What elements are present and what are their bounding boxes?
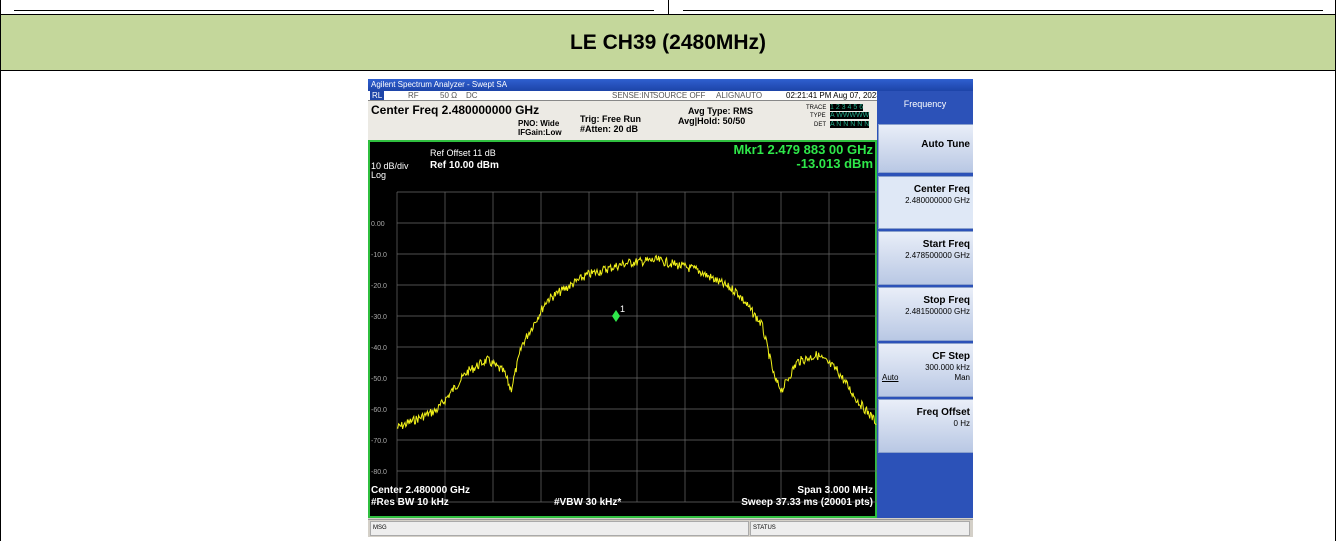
sense: SENSE:INT bbox=[612, 91, 654, 100]
y-label: -80.0 bbox=[371, 469, 387, 476]
rf: RF bbox=[408, 91, 419, 100]
rule bbox=[683, 10, 1323, 11]
softkey-value: 2.481500000 GHz bbox=[905, 307, 970, 316]
section-title: LE CH39 (2480MHz) bbox=[0, 14, 1336, 71]
display-background bbox=[368, 140, 877, 518]
softkey-value: 300.000 kHz bbox=[925, 363, 970, 372]
ref-offset: Ref Offset 11 dB bbox=[430, 148, 496, 158]
trace-label: TRACE bbox=[806, 105, 826, 111]
status: STATUS bbox=[750, 521, 970, 536]
source: SOURCE OFF bbox=[653, 91, 705, 100]
type-value: A WWWWW bbox=[830, 112, 869, 119]
softkey-label: Center Freq bbox=[914, 184, 970, 195]
y-label: -30.0 bbox=[371, 314, 387, 321]
trace-nums: 1 2 3 4 5 6 bbox=[830, 104, 863, 111]
y-label: -70.0 bbox=[371, 438, 387, 445]
y-label: 0.00 bbox=[371, 221, 385, 228]
cell-divider bbox=[668, 0, 669, 14]
footer-center: Center 2.480000 GHz bbox=[371, 485, 470, 496]
ref-level: Ref 10.00 dBm bbox=[430, 160, 499, 171]
softkey-value: 0 Hz bbox=[954, 419, 970, 428]
y-label: -20.0 bbox=[371, 283, 387, 290]
atten: #Atten: 20 dB bbox=[580, 124, 638, 134]
softkey-label: Freq Offset bbox=[917, 407, 970, 418]
softkey-label: CF Step bbox=[932, 351, 970, 362]
menu-title: Frequency bbox=[877, 99, 973, 109]
softkey-option: Auto bbox=[882, 373, 898, 382]
center-freq-title: Center Freq 2.480000000 GHz bbox=[371, 103, 539, 117]
pno: PNO: Wide bbox=[518, 119, 559, 128]
ifgain: IFGain:Low bbox=[518, 128, 562, 137]
softkey-option: Man bbox=[954, 373, 970, 382]
softkey-label: Auto Tune bbox=[921, 139, 970, 150]
marker-id: 1 bbox=[620, 304, 625, 314]
log: Log bbox=[371, 170, 386, 180]
footer-rbw: #Res BW 10 kHz bbox=[371, 497, 449, 508]
det-label: DET bbox=[814, 122, 826, 128]
softkey-value: 2.480000000 GHz bbox=[905, 196, 970, 205]
type-label: TYPE bbox=[810, 113, 826, 119]
marker-freq: Mkr1 2.479 883 00 GHz bbox=[734, 142, 874, 157]
marker-level: -13.013 dBm bbox=[796, 156, 873, 171]
trig: Trig: Free Run bbox=[580, 114, 641, 124]
datetime: 02:21:41 PM Aug 07, 2023 bbox=[786, 91, 881, 100]
coupling: DC bbox=[466, 91, 478, 100]
det-value: A N N N N N bbox=[830, 121, 869, 128]
rl: RL bbox=[370, 91, 384, 100]
align: ALIGNAUTO bbox=[716, 91, 762, 100]
window-title: Agilent Spectrum Analyzer - Swept SA bbox=[368, 79, 973, 91]
softkey-label: Stop Freq bbox=[923, 295, 970, 306]
y-label: -50.0 bbox=[371, 376, 387, 383]
msg: MSG bbox=[370, 521, 749, 536]
rule bbox=[14, 10, 654, 11]
page: LE CH39 (2480MHz) Agilent Spectrum Analy… bbox=[0, 0, 1336, 541]
footer-vbw: #VBW 30 kHz* bbox=[554, 497, 621, 508]
avg-type: Avg Type: RMS bbox=[688, 106, 753, 116]
y-label: -10.0 bbox=[371, 252, 387, 259]
softkey[interactable]: Auto Tune bbox=[878, 124, 973, 173]
footer-sweep: Sweep 37.33 ms (20001 pts) bbox=[741, 497, 873, 508]
softkey-value: 2.478500000 GHz bbox=[905, 251, 970, 260]
display: Ref Offset 11 dB 10 dB/div Log Ref 10.00… bbox=[368, 140, 877, 518]
footer-span: Span 3.000 MHz bbox=[797, 485, 873, 496]
analyzer-screenshot: Agilent Spectrum Analyzer - Swept SA RL … bbox=[368, 79, 973, 537]
impedance: 50 Ω bbox=[440, 91, 457, 100]
avg-hold: Avg|Hold: 50/50 bbox=[678, 116, 745, 126]
y-label: -40.0 bbox=[371, 345, 387, 352]
y-label: -60.0 bbox=[371, 407, 387, 414]
softkey-label: Start Freq bbox=[923, 239, 970, 250]
